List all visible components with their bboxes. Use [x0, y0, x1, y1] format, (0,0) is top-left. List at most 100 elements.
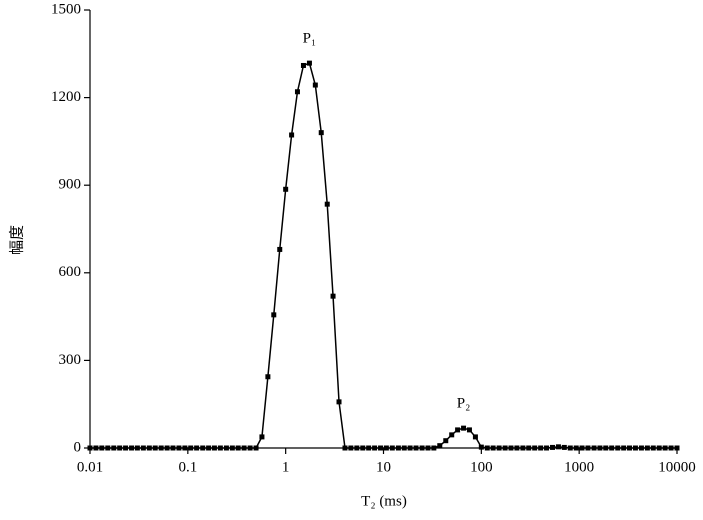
annotation: P₂ [457, 396, 471, 412]
marker [331, 294, 336, 299]
marker [242, 446, 247, 451]
marker [342, 446, 347, 451]
marker [514, 446, 519, 451]
x-tick-label: 0.1 [178, 459, 197, 475]
marker [396, 446, 401, 451]
x-tick-label: 1000 [564, 459, 594, 475]
marker [508, 446, 513, 451]
marker [669, 446, 674, 451]
marker [111, 446, 116, 451]
marker [663, 446, 668, 451]
marker [603, 446, 608, 451]
marker [580, 446, 585, 451]
y-tick-label: 600 [59, 264, 82, 280]
marker [556, 444, 561, 449]
marker [425, 446, 430, 451]
marker [265, 374, 270, 379]
marker [645, 446, 650, 451]
marker [467, 427, 472, 432]
marker [88, 446, 93, 451]
marker [283, 187, 288, 192]
marker [366, 446, 371, 451]
marker [212, 446, 217, 451]
y-tick-label: 300 [59, 352, 82, 368]
marker [414, 446, 419, 451]
y-tick-label: 900 [59, 177, 82, 193]
marker [437, 443, 442, 448]
marker [230, 446, 235, 451]
marker [585, 446, 590, 451]
marker [550, 445, 555, 450]
y-tick-label: 1200 [51, 89, 81, 105]
marker [348, 446, 353, 451]
marker [105, 446, 110, 451]
marker [206, 446, 211, 451]
marker [491, 446, 496, 451]
marker [402, 446, 407, 451]
marker [248, 446, 253, 451]
marker [562, 445, 567, 450]
x-tick-label: 10000 [658, 459, 696, 475]
marker [313, 83, 318, 88]
marker [176, 446, 181, 451]
marker [319, 130, 324, 135]
marker [236, 446, 241, 451]
marker [301, 63, 306, 68]
marker [289, 132, 294, 137]
x-tick-label: 100 [470, 459, 493, 475]
marker [461, 426, 466, 431]
marker [360, 446, 365, 451]
x-tick-label: 0.01 [77, 459, 103, 475]
marker [520, 446, 525, 451]
marker [657, 446, 662, 451]
marker [99, 446, 104, 451]
marker [354, 446, 359, 451]
marker [271, 312, 276, 317]
marker [165, 446, 170, 451]
marker [194, 446, 199, 451]
marker [597, 446, 602, 451]
marker [408, 446, 413, 451]
y-tick-label: 0 [74, 439, 82, 455]
marker [218, 446, 223, 451]
marker [526, 446, 531, 451]
marker [93, 446, 98, 451]
marker [532, 446, 537, 451]
marker [117, 446, 122, 451]
marker [443, 438, 448, 443]
y-axis-label: 幅度 [8, 225, 25, 255]
marker [431, 446, 436, 451]
marker [259, 434, 264, 439]
marker [170, 446, 175, 451]
y-tick-label: 1500 [51, 1, 81, 17]
marker [639, 446, 644, 451]
marker [200, 446, 205, 451]
marker [123, 446, 128, 451]
marker [609, 446, 614, 451]
marker [372, 446, 377, 451]
marker [384, 446, 389, 451]
marker [485, 446, 490, 451]
marker [449, 432, 454, 437]
marker [129, 446, 134, 451]
marker [277, 247, 282, 252]
marker [615, 446, 620, 451]
marker [675, 446, 680, 451]
marker [633, 446, 638, 451]
marker [574, 446, 579, 451]
marker [295, 89, 300, 94]
marker [538, 446, 543, 451]
marker [473, 434, 478, 439]
marker [479, 445, 484, 450]
x-tick-label: 10 [376, 459, 391, 475]
marker [390, 446, 395, 451]
marker [224, 446, 229, 451]
marker [621, 446, 626, 451]
marker [420, 446, 425, 451]
marker [455, 427, 460, 432]
marker [592, 446, 597, 451]
marker [325, 202, 330, 207]
marker [141, 446, 146, 451]
marker [337, 399, 342, 404]
marker [378, 446, 383, 451]
